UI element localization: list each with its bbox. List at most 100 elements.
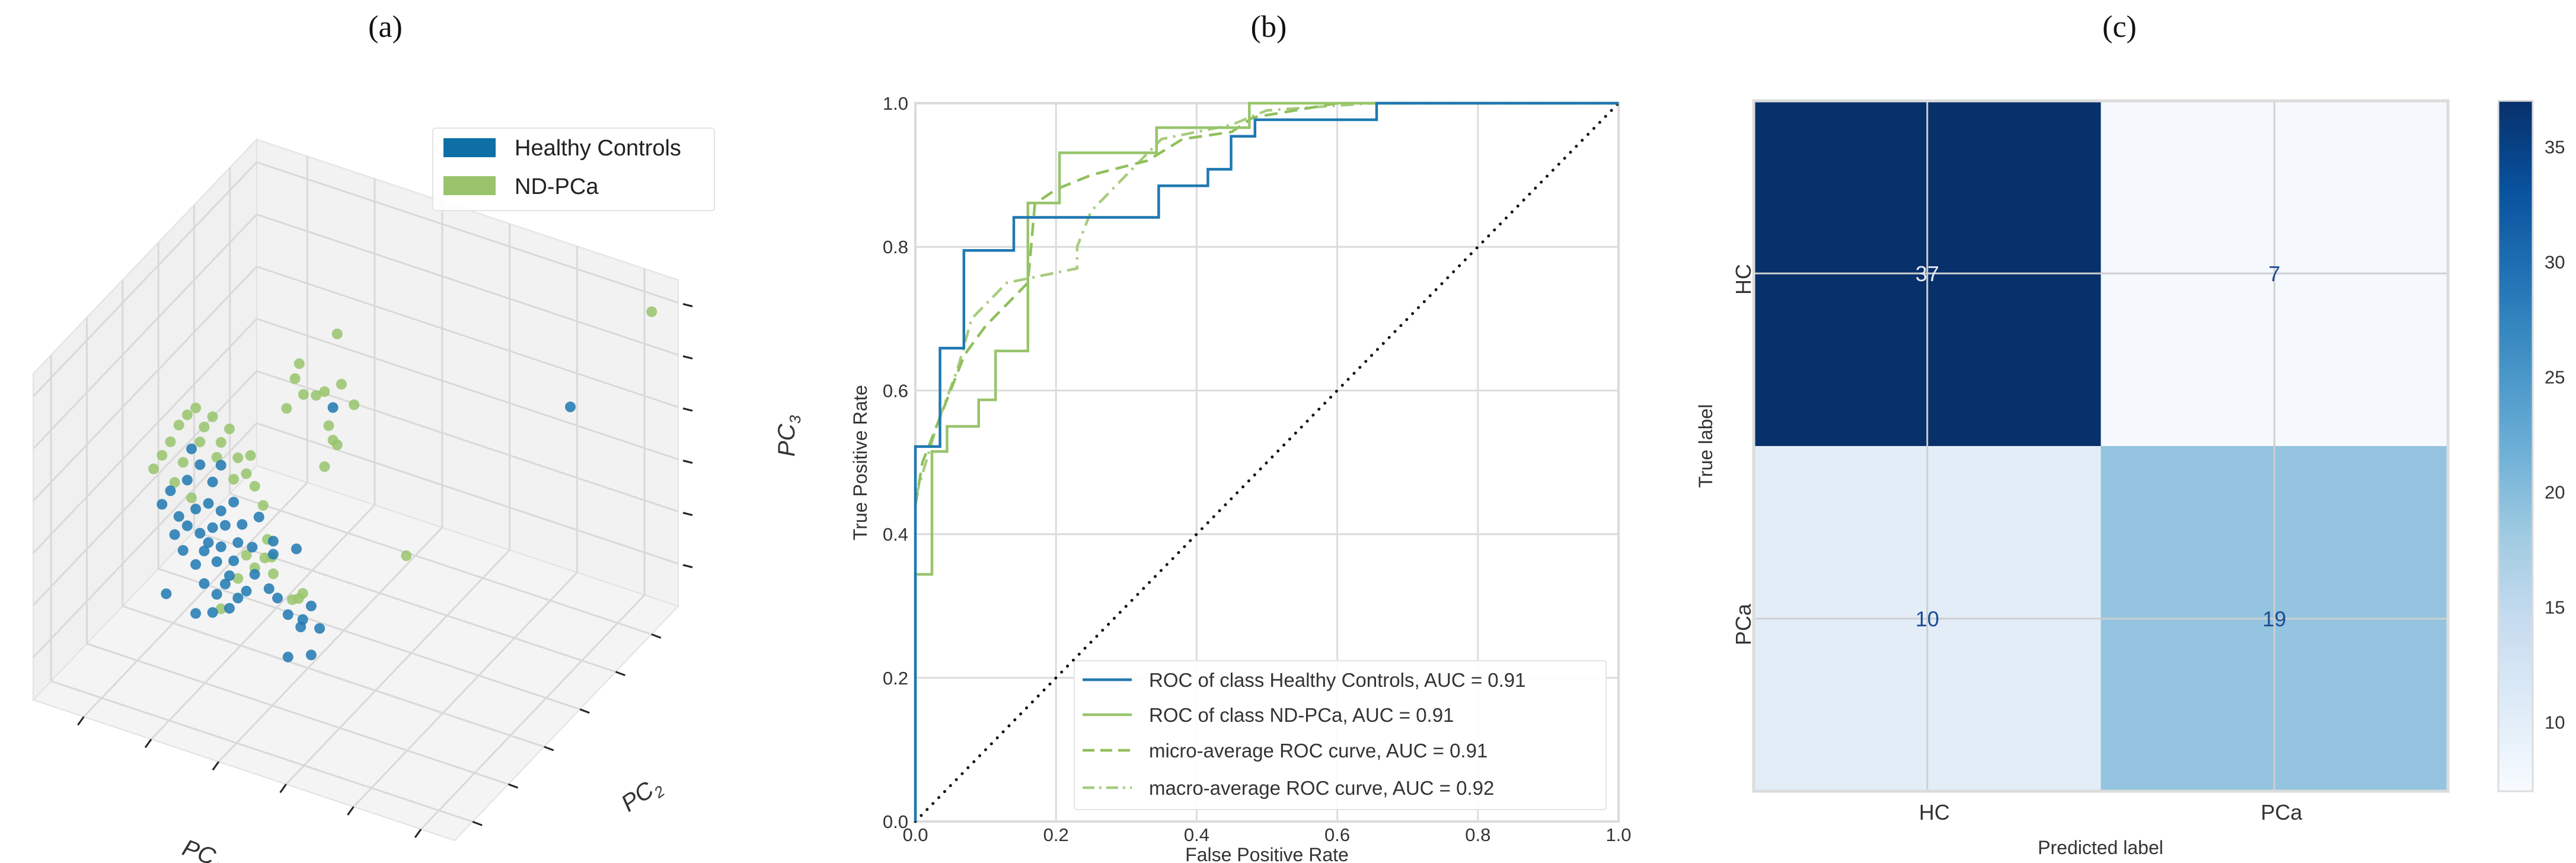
pc1-tick xyxy=(77,716,85,726)
healthy-control-point xyxy=(263,583,274,594)
legend-label-3: macro-average ROC curve, AUC = 0.92 xyxy=(1149,777,1494,799)
y-tick-label: 0.8 xyxy=(883,237,908,257)
pc2-tick xyxy=(472,820,483,826)
healthy-control-point xyxy=(219,520,231,531)
colorbar-tick-label: 10 xyxy=(2545,712,2565,733)
healthy-control-point xyxy=(237,519,248,530)
healthy-control-point xyxy=(211,589,222,600)
ndpca-point xyxy=(249,480,260,492)
roc-curves xyxy=(914,101,1620,823)
healthy-control-point xyxy=(207,522,218,533)
ndpca-point xyxy=(401,550,412,561)
healthy-control-point xyxy=(272,593,283,604)
healthy-control-point xyxy=(211,556,222,567)
wall-grid-line xyxy=(256,422,679,565)
wall-grid-line xyxy=(32,214,258,450)
ndpca-point xyxy=(267,568,279,579)
ndpca-point xyxy=(207,411,218,422)
healthy-control-point xyxy=(194,528,206,539)
healthy-control-point xyxy=(215,541,226,552)
ndpca-point xyxy=(646,306,657,317)
colorbar-tick-label: 30 xyxy=(2545,252,2565,273)
wall-grid-line xyxy=(256,318,679,460)
pc3-tick xyxy=(682,303,693,307)
panel-b-title: (b) xyxy=(1251,10,1287,44)
healthy-control-point xyxy=(215,505,226,517)
floor-grid-line xyxy=(150,504,376,740)
healthy-control-point xyxy=(169,529,180,540)
x-tick-label: 0.2 xyxy=(1043,824,1069,845)
healthy-control-point xyxy=(215,460,226,471)
ndpca-point xyxy=(241,468,252,479)
ndpca-point xyxy=(289,373,301,384)
healthy-control-point xyxy=(253,511,264,523)
legend-label-0: ROC of class Healthy Controls, AUC = 0.9… xyxy=(1149,669,1526,691)
healthy-control-point xyxy=(314,623,325,634)
y-tick-label: 0.4 xyxy=(883,524,908,545)
pc1-tick xyxy=(144,738,152,749)
wall-grid-line xyxy=(32,370,258,606)
roc-curve-3 xyxy=(914,101,1619,499)
healthy-control-point xyxy=(186,443,197,454)
ndpca-point xyxy=(311,390,322,401)
healthy-control-point xyxy=(190,559,202,570)
confusion-matrix: 37 7 10 19 HC PCa HC PCa Predicted label True … xyxy=(1695,99,2565,858)
legend-label-2: micro-average ROC curve, AUC = 0.91 xyxy=(1149,740,1487,762)
pc2-tick xyxy=(579,708,590,714)
pc3-tick xyxy=(682,460,693,464)
ndpca-point xyxy=(319,461,330,472)
healthy-control-point xyxy=(228,555,240,566)
cell-value: 37 xyxy=(1916,262,1939,286)
pc3-tick xyxy=(682,355,693,359)
legend-label-1: ROC of class ND-PCa, AUC = 0.91 xyxy=(1149,704,1454,726)
y-tick-label: 0.2 xyxy=(883,668,908,689)
healthy-control-point xyxy=(247,542,258,553)
ndpca-point xyxy=(215,437,226,448)
ndpca-point xyxy=(148,463,159,475)
healthy-control-point xyxy=(267,536,279,547)
healthy-control-point xyxy=(267,549,279,560)
x-tick-label: 0.6 xyxy=(1324,824,1350,845)
healthy-control-point xyxy=(327,402,339,413)
y-tick-label: 0.6 xyxy=(883,380,908,401)
healthy-control-point xyxy=(181,520,193,531)
floor-grid-line xyxy=(122,605,545,748)
x-tick-label: HC xyxy=(1919,800,1950,824)
x-tick-label: PCa xyxy=(2261,800,2303,824)
healthy-control-point xyxy=(199,578,210,589)
pc2-axis-label: PC2 xyxy=(617,772,668,820)
panel-c-title: (c) xyxy=(2102,10,2137,44)
ndpca-point xyxy=(215,603,226,614)
chance-diagonal-line xyxy=(914,101,1620,823)
colorbar-tick-label: 20 xyxy=(2545,482,2565,503)
legend-label-ndpca: ND-PCa xyxy=(515,174,599,199)
healthy-control-point xyxy=(291,543,302,555)
healthy-control-point xyxy=(305,600,317,612)
wall-grid-line xyxy=(32,161,258,397)
ndpca-point xyxy=(228,474,240,485)
pc2-tick xyxy=(507,783,519,789)
pc1-axis-label: PC1 xyxy=(178,835,227,863)
3d-panes xyxy=(32,138,679,842)
legend-patch-healthy xyxy=(443,138,496,157)
wall-grid-line xyxy=(256,214,679,356)
ndpca-point xyxy=(336,378,347,390)
roc-tick-labels: 0.0 0.2 0.4 0.6 0.8 1.0 0.0 0.2 0.4 0.6 0.8 1.0 xyxy=(883,93,1632,845)
panel-a-title: (a) xyxy=(368,10,403,44)
healthy-control-point xyxy=(203,537,214,548)
matrix-tick-labels: HC PCa HC PCa xyxy=(1731,264,2303,824)
healthy-control-point xyxy=(165,485,176,496)
x-tick-label: 0.0 xyxy=(902,824,928,845)
ndpca-point xyxy=(257,500,269,511)
floor-grid-line xyxy=(83,482,308,718)
healthy-control-point xyxy=(224,570,235,581)
ndpca-point xyxy=(232,452,244,463)
legend-label-healthy: Healthy Controls xyxy=(515,136,681,161)
cm-y-axis-label: True label xyxy=(1695,404,1716,488)
wall-grid-line xyxy=(256,266,679,408)
ndpca-point xyxy=(232,573,244,584)
healthy-control-point xyxy=(282,651,293,663)
healthy-control-point xyxy=(194,459,206,470)
3d-grid xyxy=(32,156,679,830)
